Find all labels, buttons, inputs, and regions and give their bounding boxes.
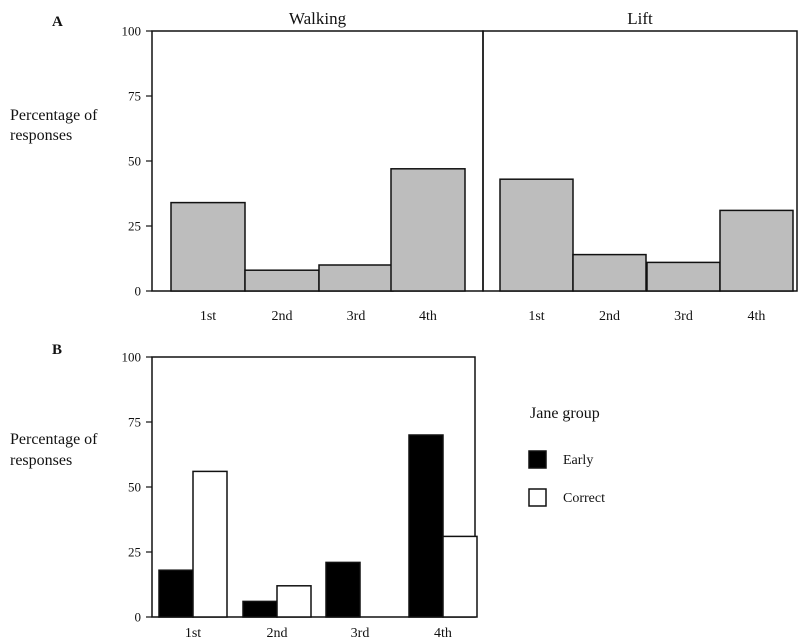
panel-a-facet-lift: Lift 1st 2nd 3rd 4th [482, 9, 798, 324]
panel-b-bar-early-4th [408, 434, 444, 618]
panel-a-lift-category-label: 3rd [674, 309, 693, 324]
legend-label-early: Early [563, 453, 593, 468]
panel-a-lift-bar-2nd [572, 253, 647, 292]
legend-swatch-early [528, 450, 547, 469]
panel-a-walking-category-label: 1st [200, 309, 216, 324]
panel-b-bar-correct-2nd [276, 585, 312, 618]
panel-a: A Percentage of responses 0 25 50 75 100 Wal… [10, 9, 798, 324]
panel-a-walking-categories: 1st 2nd 3rd 4th [200, 309, 437, 324]
legend-swatch-correct [528, 488, 547, 507]
panel-a-lift-categories: 1st 2nd 3rd 4th [528, 309, 765, 324]
panel-a-y-tick-label: 75 [128, 89, 141, 104]
panel-a-y-tick-label: 25 [128, 219, 141, 234]
panel-a-y-tick-label: 50 [128, 154, 141, 169]
panel-b: B Percentage of responses 0 25 50 75 100 1st… [10, 342, 605, 641]
panel-a-y-tick-label: 0 [135, 284, 142, 299]
panel-a-y-axis-label-line-2: responses [10, 127, 72, 144]
legend-title: Jane group [530, 405, 600, 422]
panel-a-lift-category-label: 2nd [599, 309, 620, 324]
panel-a-walking-category-label: 3rd [347, 309, 366, 324]
panel-a-lift-category-label: 1st [528, 309, 544, 324]
panel-b-letter: B [52, 342, 62, 358]
panel-a-walking-bar-1st [170, 201, 246, 292]
panel-b-y-axis-label-line-2: responses [10, 452, 72, 469]
panel-b-y-tick-label: 75 [128, 415, 141, 430]
panel-b-y-axis-label-line-1: Percentage of [10, 431, 98, 448]
panel-b-bar-early-2nd [242, 600, 278, 618]
panel-b-bar-correct-1st [192, 470, 228, 618]
panel-b-category-label: 3rd [351, 626, 370, 641]
panel-a-y-axis-label-line-1: Percentage of [10, 107, 98, 124]
panel-b-y-tick-label: 50 [128, 480, 141, 495]
panel-a-walking-title: Walking [289, 9, 347, 28]
panel-b-category-label: 4th [434, 626, 452, 641]
legend-items: Early Correct [528, 450, 605, 507]
panel-b-categories: 1st 2nd 3rd 4th [185, 626, 452, 641]
panel-a-facet-walking: Walking 1st 2nd 3rd 4th [151, 9, 484, 324]
panel-b-y-ticks: 0 25 50 75 100 [122, 350, 152, 625]
panel-a-letter: A [52, 14, 63, 30]
panel-a-lift-title: Lift [627, 9, 653, 28]
panel-b-category-label: 2nd [267, 626, 288, 641]
panel-b-category-label: 1st [185, 626, 201, 641]
panel-a-lift-category-label: 4th [748, 309, 766, 324]
panel-a-walking-bars [170, 168, 466, 292]
panel-a-y-tick-label: 100 [122, 24, 142, 39]
panel-a-walking-bar-2nd [244, 269, 320, 292]
panel-a-y-ticks: 0 25 50 75 100 [122, 24, 152, 299]
panel-b-y-tick-label: 25 [128, 545, 141, 560]
panel-a-walking-category-label: 4th [419, 309, 437, 324]
panel-a-lift-bar-4th [719, 209, 794, 292]
panel-b-y-tick-label: 0 [135, 610, 142, 625]
panel-a-walking-bar-4th [390, 168, 466, 292]
panel-a-lift-bar-3rd [646, 261, 721, 292]
panel-a-walking-bar-3rd [318, 264, 394, 292]
panel-b-legend: Jane group Early Correct [528, 405, 605, 507]
panel-a-walking-category-label: 2nd [272, 309, 293, 324]
legend-label-correct: Correct [563, 491, 605, 506]
panel-a-lift-bars [499, 178, 794, 292]
panel-b-y-tick-label: 100 [122, 350, 142, 365]
panel-b-bars [158, 434, 478, 618]
panel-b-bar-early-3rd [325, 561, 361, 618]
panel-b-bar-correct-4th [442, 535, 478, 618]
panel-a-lift-bar-1st [499, 178, 574, 292]
panel-b-bar-early-1st [158, 569, 194, 618]
